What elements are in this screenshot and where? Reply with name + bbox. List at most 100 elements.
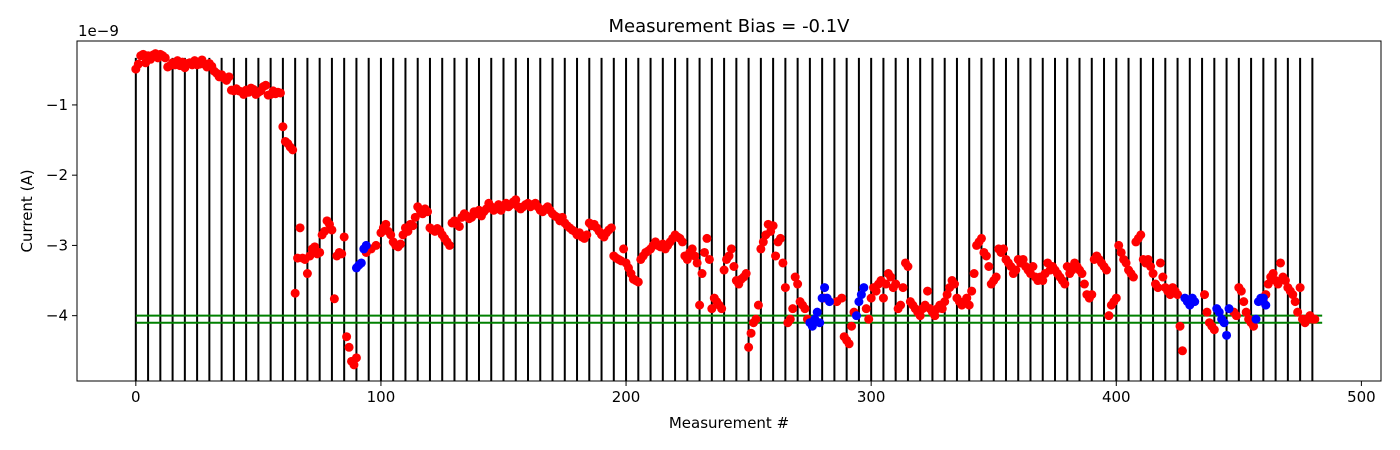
data-point: [851, 311, 861, 321]
data-point: [1077, 269, 1087, 279]
data-point: [1028, 262, 1038, 271]
data-point: [871, 286, 881, 296]
data-point: [758, 237, 768, 247]
data-point: [606, 223, 616, 233]
data-point: [744, 342, 754, 352]
data-point: [815, 318, 825, 328]
data-point: [1251, 314, 1261, 324]
data-point: [315, 247, 325, 257]
data-point: [896, 300, 906, 310]
data-point: [1261, 300, 1271, 310]
data-point: [719, 265, 729, 275]
data-point: [793, 279, 803, 289]
data-point: [1116, 247, 1126, 257]
data-point: [690, 251, 700, 261]
data-point: [687, 244, 697, 254]
data-point: [454, 221, 464, 231]
data-point: [327, 225, 337, 235]
data-point: [1249, 321, 1259, 331]
data-point: [859, 283, 869, 293]
data-point: [1214, 307, 1224, 317]
data-point: [342, 332, 352, 342]
data-point: [396, 239, 406, 249]
data-point: [1153, 283, 1163, 293]
data-point: [1224, 304, 1234, 314]
data-point: [320, 226, 330, 236]
data-point: [278, 122, 288, 132]
data-point: [950, 279, 959, 289]
data-point: [864, 314, 874, 324]
data-point: [356, 258, 366, 268]
plot-inner: [131, 49, 1323, 381]
data-point: [937, 304, 947, 314]
data-point: [976, 233, 986, 243]
data-point: [386, 230, 396, 240]
data-point: [1280, 276, 1290, 286]
data-point: [726, 244, 736, 254]
data-point: [1239, 297, 1249, 307]
data-point: [854, 297, 864, 307]
y-axis-label: Current (A): [18, 169, 36, 252]
data-point: [288, 145, 298, 155]
x-tick-label: 300: [857, 388, 886, 406]
data-point: [844, 339, 854, 349]
data-point: [619, 244, 629, 254]
data-point: [898, 283, 908, 293]
data-point: [1114, 240, 1124, 250]
data-point: [886, 272, 896, 282]
data-point: [337, 249, 347, 259]
data-point: [878, 293, 888, 303]
data-point: [903, 262, 913, 271]
y-tick-label: −1: [46, 96, 68, 114]
x-tick-label: 400: [1102, 388, 1131, 406]
data-point: [1087, 290, 1097, 300]
data-point: [1158, 272, 1168, 282]
data-point: [881, 279, 891, 289]
data-point: [261, 80, 271, 90]
data-point: [820, 283, 830, 293]
data-point: [423, 207, 433, 217]
data-point: [1276, 258, 1285, 268]
data-point: [999, 244, 1009, 254]
data-point: [1209, 325, 1219, 335]
data-point: [967, 286, 977, 296]
data-point: [699, 247, 709, 257]
data-point: [768, 221, 778, 231]
data-point: [1143, 254, 1153, 264]
data-point: [785, 314, 795, 324]
x-tick-label: 100: [367, 388, 396, 406]
data-point: [1079, 279, 1089, 289]
data-point: [964, 300, 974, 310]
data-point: [771, 251, 781, 261]
data-point: [969, 269, 979, 279]
data-point: [224, 72, 234, 82]
data-point: [775, 233, 785, 243]
data-point: [915, 311, 925, 321]
data-point: [847, 321, 857, 331]
data-point: [1121, 258, 1131, 268]
chart-title: Measurement Bias = -0.1V: [608, 16, 850, 37]
data-point: [753, 300, 763, 310]
data-point: [800, 304, 810, 314]
data-point: [778, 258, 788, 268]
data-point: [339, 232, 349, 242]
y-tick-label: −3: [46, 236, 68, 254]
plot-area: 0 100 200 300 400 500 −1 −2 −3 −4: [46, 40, 1382, 406]
data-point: [371, 240, 381, 250]
x-tick-label: 500: [1347, 388, 1376, 406]
data-point: [1290, 297, 1300, 307]
data-point: [756, 244, 766, 254]
data-point: [133, 59, 143, 69]
data-point: [991, 272, 1001, 282]
data-point: [729, 262, 739, 271]
data-point: [984, 262, 994, 271]
data-point: [930, 311, 940, 321]
y-tick-label: −2: [46, 166, 68, 184]
data-point: [891, 279, 901, 289]
data-point: [751, 314, 761, 324]
data-point: [305, 251, 315, 261]
data-point: [302, 269, 312, 279]
data-point: [445, 240, 455, 250]
data-point: [702, 233, 712, 243]
data-point: [704, 254, 714, 264]
